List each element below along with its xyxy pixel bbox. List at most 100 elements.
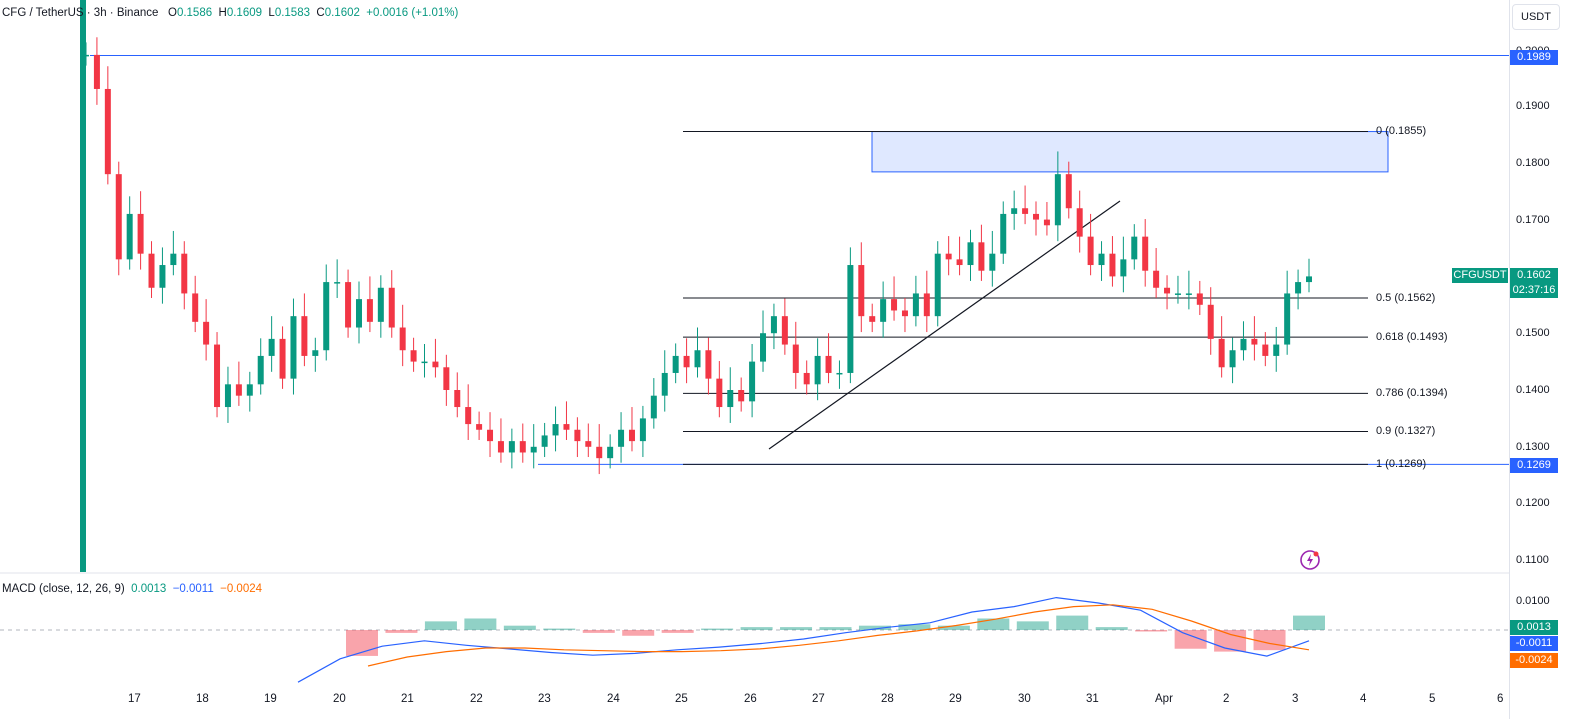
candle-body: [1054, 174, 1061, 226]
bar-countdown: 02:37:16: [1510, 283, 1558, 298]
candle-body: [694, 350, 701, 368]
macd-histogram-bar: [1174, 630, 1207, 649]
candle-body: [781, 316, 788, 345]
symbol-name[interactable]: CFG / TetherUS · 3h · Binance: [2, 7, 159, 19]
fib-label-0-618: 0.618 (0.1493): [1376, 331, 1448, 343]
fib-label-0-5: 0.5 (0.1562): [1376, 292, 1436, 304]
price-tick-7: 0.1200: [1516, 497, 1550, 509]
price-tick-6: 0.1300: [1516, 441, 1550, 453]
macd-value: 0.0013: [131, 583, 167, 595]
candle-body: [1076, 208, 1083, 237]
candle-body: [279, 338, 286, 379]
candle-body: [235, 384, 242, 396]
candle-body: [880, 299, 887, 322]
price-tick-8: 0.1100: [1516, 554, 1549, 566]
ascending-trendline: [768, 200, 1121, 450]
spike-candle: [80, 0, 86, 572]
candle-body: [432, 361, 439, 368]
candle-body: [1065, 174, 1072, 209]
candle-body: [683, 355, 690, 368]
candle-body: [1295, 282, 1302, 294]
macd-title[interactable]: MACD (close, 12, 26, 9): [2, 583, 125, 595]
candle-body: [563, 424, 570, 430]
candle-body: [912, 293, 919, 317]
price-tick-2: 0.1800: [1516, 157, 1550, 169]
candle-body: [410, 350, 417, 362]
tradingview-logo-icon[interactable]: [1299, 549, 1321, 571]
time-tick: 21: [401, 693, 414, 705]
candle-body: [366, 299, 373, 322]
candle-body: [1262, 344, 1269, 356]
candles: [80, 0, 1312, 572]
macd-pane: [0, 596, 1510, 683]
macd-histogram-bar: [503, 625, 536, 630]
candle-body: [639, 418, 646, 442]
candle-body: [399, 327, 406, 351]
candle-body: [115, 174, 122, 260]
candle-body: [312, 350, 319, 356]
candle-body: [170, 253, 177, 266]
candle-body: [738, 390, 745, 402]
candle-body: [989, 253, 996, 271]
time-tick: 31: [1086, 693, 1099, 705]
high-label: H: [218, 7, 227, 19]
candle-body: [83, 54, 89, 57]
candle-body: [672, 355, 679, 373]
time-tick: 26: [744, 693, 757, 705]
candle-body: [181, 253, 188, 294]
candle-body: [421, 361, 428, 364]
macd-histogram-bar: [780, 627, 813, 630]
candle-body: [716, 378, 723, 408]
high-value: 0.1609: [226, 7, 263, 19]
candle-body: [650, 395, 657, 419]
hist-axis-label: -0.0024: [1510, 653, 1558, 668]
candle-body: [891, 299, 898, 311]
macd-histogram-bar: [977, 618, 1010, 630]
candle-body: [257, 355, 264, 385]
candle-body: [727, 390, 734, 408]
candle-body: [901, 310, 908, 317]
candle-body: [978, 242, 985, 271]
candle-body: [628, 429, 635, 442]
macd-legend: MACD (close, 12, 26, 9) 0.0013 −0.0011 −…: [2, 583, 262, 595]
time-tick: 6: [1497, 693, 1504, 705]
candle-body: [246, 384, 253, 396]
time-tick: 5: [1429, 693, 1436, 705]
fib-retracement[interactable]: [683, 131, 1368, 465]
candle-body: [1240, 338, 1247, 351]
candle-body: [443, 367, 450, 390]
price-tick-5: 0.1400: [1516, 384, 1550, 396]
candle-body: [1043, 219, 1050, 226]
candle-body: [814, 355, 821, 385]
candle-body: [1153, 270, 1160, 288]
candle-body: [1033, 213, 1040, 220]
fib-label-0: 0 (0.1855): [1376, 125, 1427, 137]
macd-histogram-bar: [582, 630, 615, 633]
candle-body: [1218, 338, 1225, 368]
candle-body: [1011, 208, 1018, 214]
candle-body: [803, 372, 810, 385]
candle-body: [1273, 344, 1280, 356]
candle-body: [945, 253, 952, 260]
signal-line: [367, 604, 1310, 667]
candle-body: [770, 316, 777, 334]
horizontal-lines[interactable]: [90, 54, 1510, 465]
candle-body: [1087, 236, 1094, 266]
macd-histogram-bar: [898, 624, 931, 630]
candle-body: [1131, 236, 1138, 260]
time-tick: 29: [949, 693, 962, 705]
macd-histogram-bar: [1253, 630, 1286, 651]
hist-value: −0.0024: [220, 583, 263, 595]
low-value: 0.1583: [274, 7, 310, 19]
time-tick: Apr: [1155, 693, 1173, 705]
candle-body: [825, 355, 832, 373]
symbol-price-tag: CFGUSDT: [1452, 268, 1508, 283]
macd-line: [297, 596, 1310, 683]
supply-zone[interactable]: [871, 131, 1389, 173]
trendline[interactable]: [768, 200, 1121, 450]
candle-body: [497, 441, 504, 453]
currency-button[interactable]: USDT: [1512, 4, 1560, 30]
macd-histogram-bar: [1056, 615, 1089, 630]
candle-body: [1306, 276, 1312, 283]
